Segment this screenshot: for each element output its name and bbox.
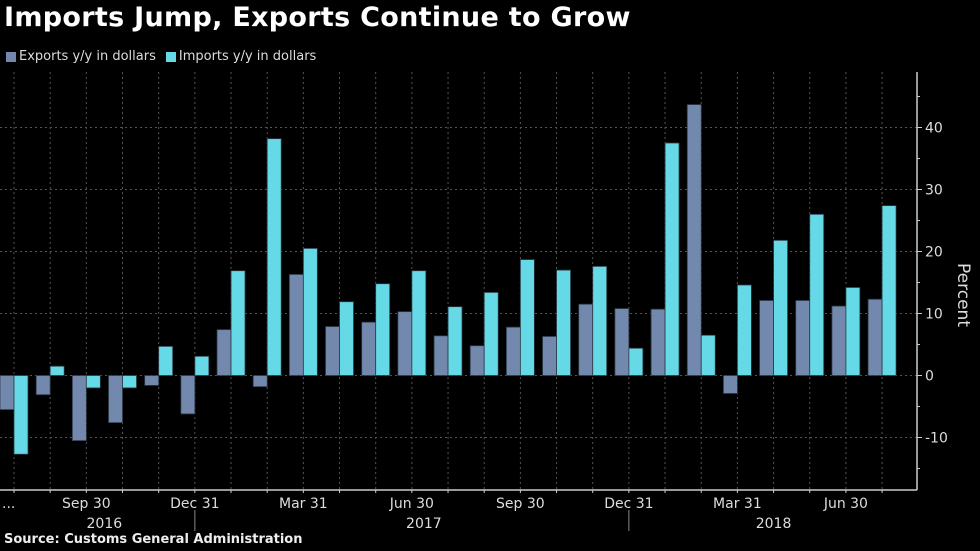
bar-exports [71,375,87,441]
bar-exports [650,308,666,376]
bar-exports [216,329,232,376]
bar-exports [108,375,123,424]
bar-imports [556,269,571,376]
bar-exports [614,308,630,376]
bar-imports [519,259,535,376]
bar-imports [664,142,680,376]
bar-imports [122,375,137,389]
bar-exports [35,375,51,396]
bar-exports [144,375,160,386]
bar-imports [809,213,825,376]
bar-imports [375,283,391,376]
bar-exports [505,326,521,376]
bar-imports [230,270,246,376]
legend-swatch-imports [165,51,176,62]
bar-exports [0,375,15,410]
bar-imports [773,239,788,376]
y-tick-label: -10 [925,431,948,447]
bar-exports [867,298,883,376]
x-tick-label: Dec 31 [604,496,653,512]
bar-exports [542,336,557,376]
y-axis-label: Percent [953,263,973,327]
bar-exports [252,375,268,388]
x-tick-label: Jun 30 [823,496,868,512]
bar-imports [628,347,644,376]
bar-imports [49,365,65,376]
bar-imports [158,345,174,376]
year-label: 2018 [756,516,792,532]
x-tick-label: Sep 30 [62,496,111,512]
y-tick-label: 20 [925,245,943,261]
bar-exports [325,326,340,376]
bar-exports [288,274,304,376]
year-label: 2017 [406,516,442,532]
bar-exports [759,300,774,376]
legend-item-imports: Imports y/y in dollars [165,49,317,64]
year-label: 2016 [87,516,123,532]
bar-imports [592,265,608,376]
legend-item-exports: Exports y/y in dollars [6,49,156,64]
bar-imports [194,355,210,376]
y-tick-label: 0 [925,369,934,385]
bar-imports [411,270,427,376]
bar-imports [339,301,354,376]
bar-imports [302,247,318,376]
bar-exports [831,305,847,376]
chart-title: Imports Jump, Exports Continue to Grow [4,2,631,33]
bar-imports [13,375,29,455]
bar-exports [469,345,485,376]
y-tick-label: 40 [925,121,943,137]
bar-exports [180,375,196,415]
y-tick-label: 30 [925,183,943,199]
x-tick-label: Mar 31 [279,496,328,512]
legend-label-exports: Exports y/y in dollars [19,49,156,64]
bar-imports [845,287,861,376]
bar-imports [881,205,897,376]
x-tick-label: Sep 30 [496,496,545,512]
bar-imports [447,306,463,376]
bar-imports [700,334,716,376]
legend-swatch-exports [6,51,16,62]
x-tick-label: ... [2,496,15,512]
source-note: Source: Customs General Administration [4,532,303,547]
bar-imports [737,284,752,376]
bar-imports [266,138,282,376]
legend-label-imports: Imports y/y in dollars [178,49,317,64]
y-tick-label: 10 [925,307,943,323]
bar-imports [85,375,101,389]
bar-exports [723,375,738,394]
x-tick-label: Dec 31 [170,496,219,512]
x-tick-label: Mar 31 [713,496,762,512]
legend: Exports y/y in dollars Imports y/y in do… [6,49,316,64]
bar-imports [483,292,499,376]
bar-exports [397,311,413,376]
bar-exports [686,104,702,376]
bar-exports [578,303,594,376]
bar-exports [361,321,377,376]
bar-exports [795,300,811,376]
bar-exports [433,335,449,376]
x-tick-label: Jun 30 [389,496,434,512]
